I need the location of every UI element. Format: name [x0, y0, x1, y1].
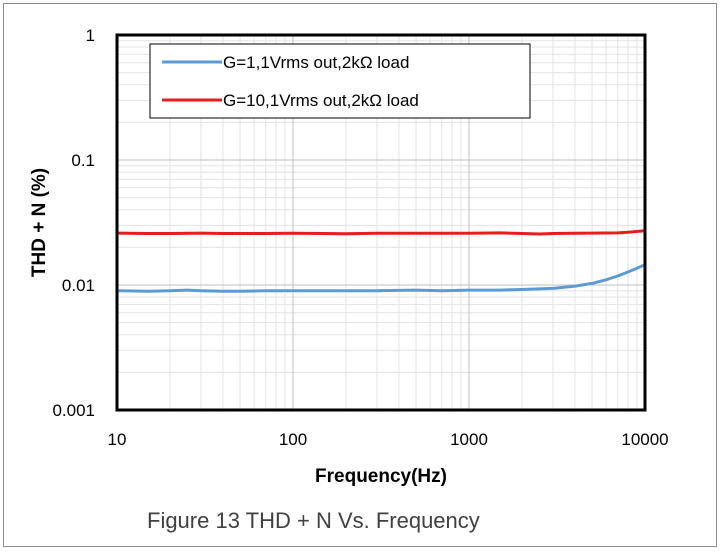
- x-tick-labels: 10 100 1000 10000: [108, 430, 669, 449]
- legend-label-g1: G=1,1Vrms out,2kΩ load: [223, 53, 409, 72]
- x-tick-label: 10000: [621, 430, 668, 449]
- x-tick-label: 100: [279, 430, 307, 449]
- legend-label-g10: G=10,1Vrms out,2kΩ load: [223, 91, 419, 110]
- series-line-g10: [116, 229, 646, 236]
- y-tick-label: 0.001: [52, 401, 95, 420]
- series-line-g1: [116, 263, 646, 293]
- y-axis-title: THD + N (%): [29, 168, 50, 277]
- figure-caption: Figure 13 THD + N Vs. Frequency: [147, 508, 480, 533]
- x-tick-label: 10: [108, 430, 127, 449]
- y-tick-label: 1: [86, 26, 95, 45]
- plot-area-border: [115, 33, 647, 412]
- y-tick-label: 0.1: [71, 151, 95, 170]
- legend: G=1,1Vrms out,2kΩ load G=10,1Vrms out,2k…: [149, 43, 531, 119]
- legend-box: [149, 43, 531, 119]
- x-axis-title: Frequency(Hz): [315, 466, 447, 487]
- y-tick-label: 0.01: [62, 276, 95, 295]
- series-lines: [116, 229, 646, 293]
- x-tick-label: 1000: [450, 430, 488, 449]
- y-tick-labels: 0.001 0.01 0.1 1: [52, 26, 95, 420]
